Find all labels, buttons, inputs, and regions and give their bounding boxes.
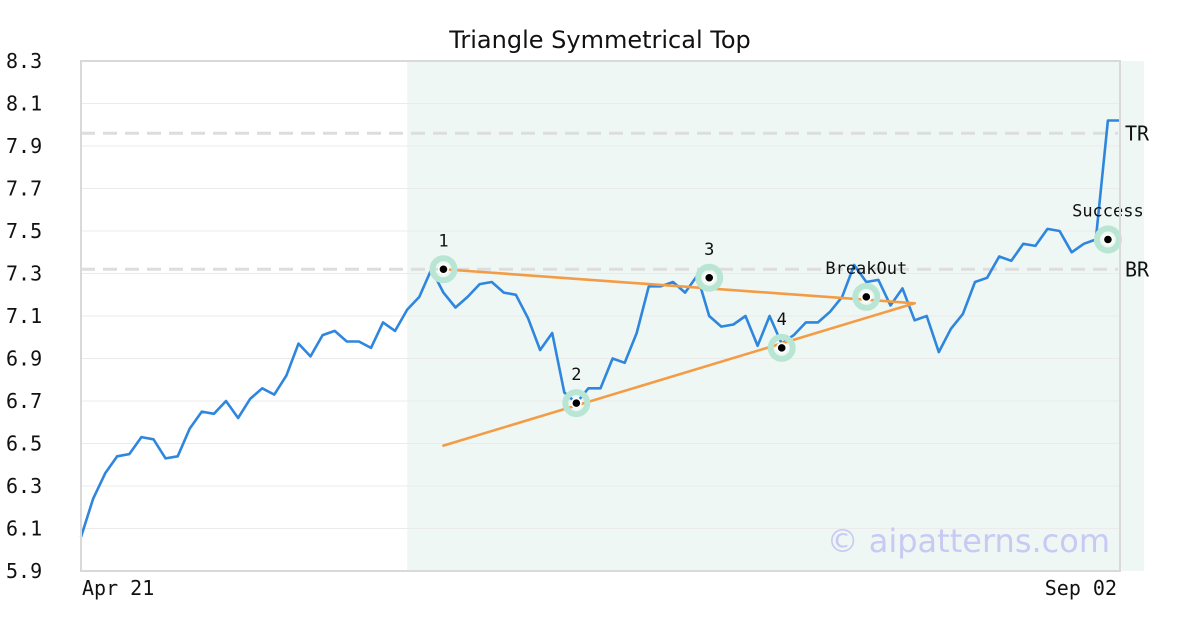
x-tick-label: Apr 21 xyxy=(82,576,154,600)
pivot-label: Success xyxy=(1072,202,1144,222)
reference-label: TR xyxy=(1125,121,1150,145)
trend-line xyxy=(442,267,916,305)
chart-title: Triangle Symmetrical Top xyxy=(448,26,751,54)
pivot-label: 1 xyxy=(438,231,448,251)
pivot-dot xyxy=(862,293,871,301)
pivot-ring xyxy=(852,282,881,311)
y-tick-label: 7.9 xyxy=(6,134,42,158)
plot-frame xyxy=(80,60,1121,572)
trend-line xyxy=(442,301,916,447)
pivot-dot xyxy=(705,273,714,282)
reference-label: BR xyxy=(1125,257,1150,281)
pivot-ring xyxy=(562,389,591,418)
y-tick-label: 8.3 xyxy=(6,49,42,73)
pivot-label: 3 xyxy=(704,240,714,260)
price-line xyxy=(79,119,1120,538)
pivot-ring xyxy=(695,263,724,292)
y-tick-label: 8.1 xyxy=(6,92,42,116)
y-tick-label: 6.5 xyxy=(6,432,42,456)
y-tick-label: 6.1 xyxy=(6,517,42,541)
y-tick-label: 6.9 xyxy=(6,347,42,371)
y-tick-label: 6.3 xyxy=(6,474,42,498)
pivot-dot xyxy=(572,399,581,407)
pivot-label: 2 xyxy=(571,365,581,385)
pivot-label: BreakOut xyxy=(825,259,907,279)
y-tick-label: 7.7 xyxy=(6,177,42,201)
pivot-dot xyxy=(777,344,786,352)
x-tick-label: Sep 02 xyxy=(1045,576,1117,600)
pivot-ring xyxy=(1093,225,1122,254)
pivot-label: 4 xyxy=(777,310,787,330)
pivot-dot xyxy=(439,265,448,274)
y-tick-label: 6.7 xyxy=(6,389,42,413)
pivot-ring xyxy=(767,333,796,362)
y-tick-label: 7.5 xyxy=(6,219,42,243)
pivot-ring xyxy=(429,255,458,284)
y-tick-label: 7.1 xyxy=(6,304,42,328)
y-tick-label: 5.9 xyxy=(6,559,42,583)
pivot-dot xyxy=(1104,235,1112,244)
watermark: © aipatterns.com xyxy=(827,522,1110,560)
y-tick-label: 7.3 xyxy=(6,262,42,286)
